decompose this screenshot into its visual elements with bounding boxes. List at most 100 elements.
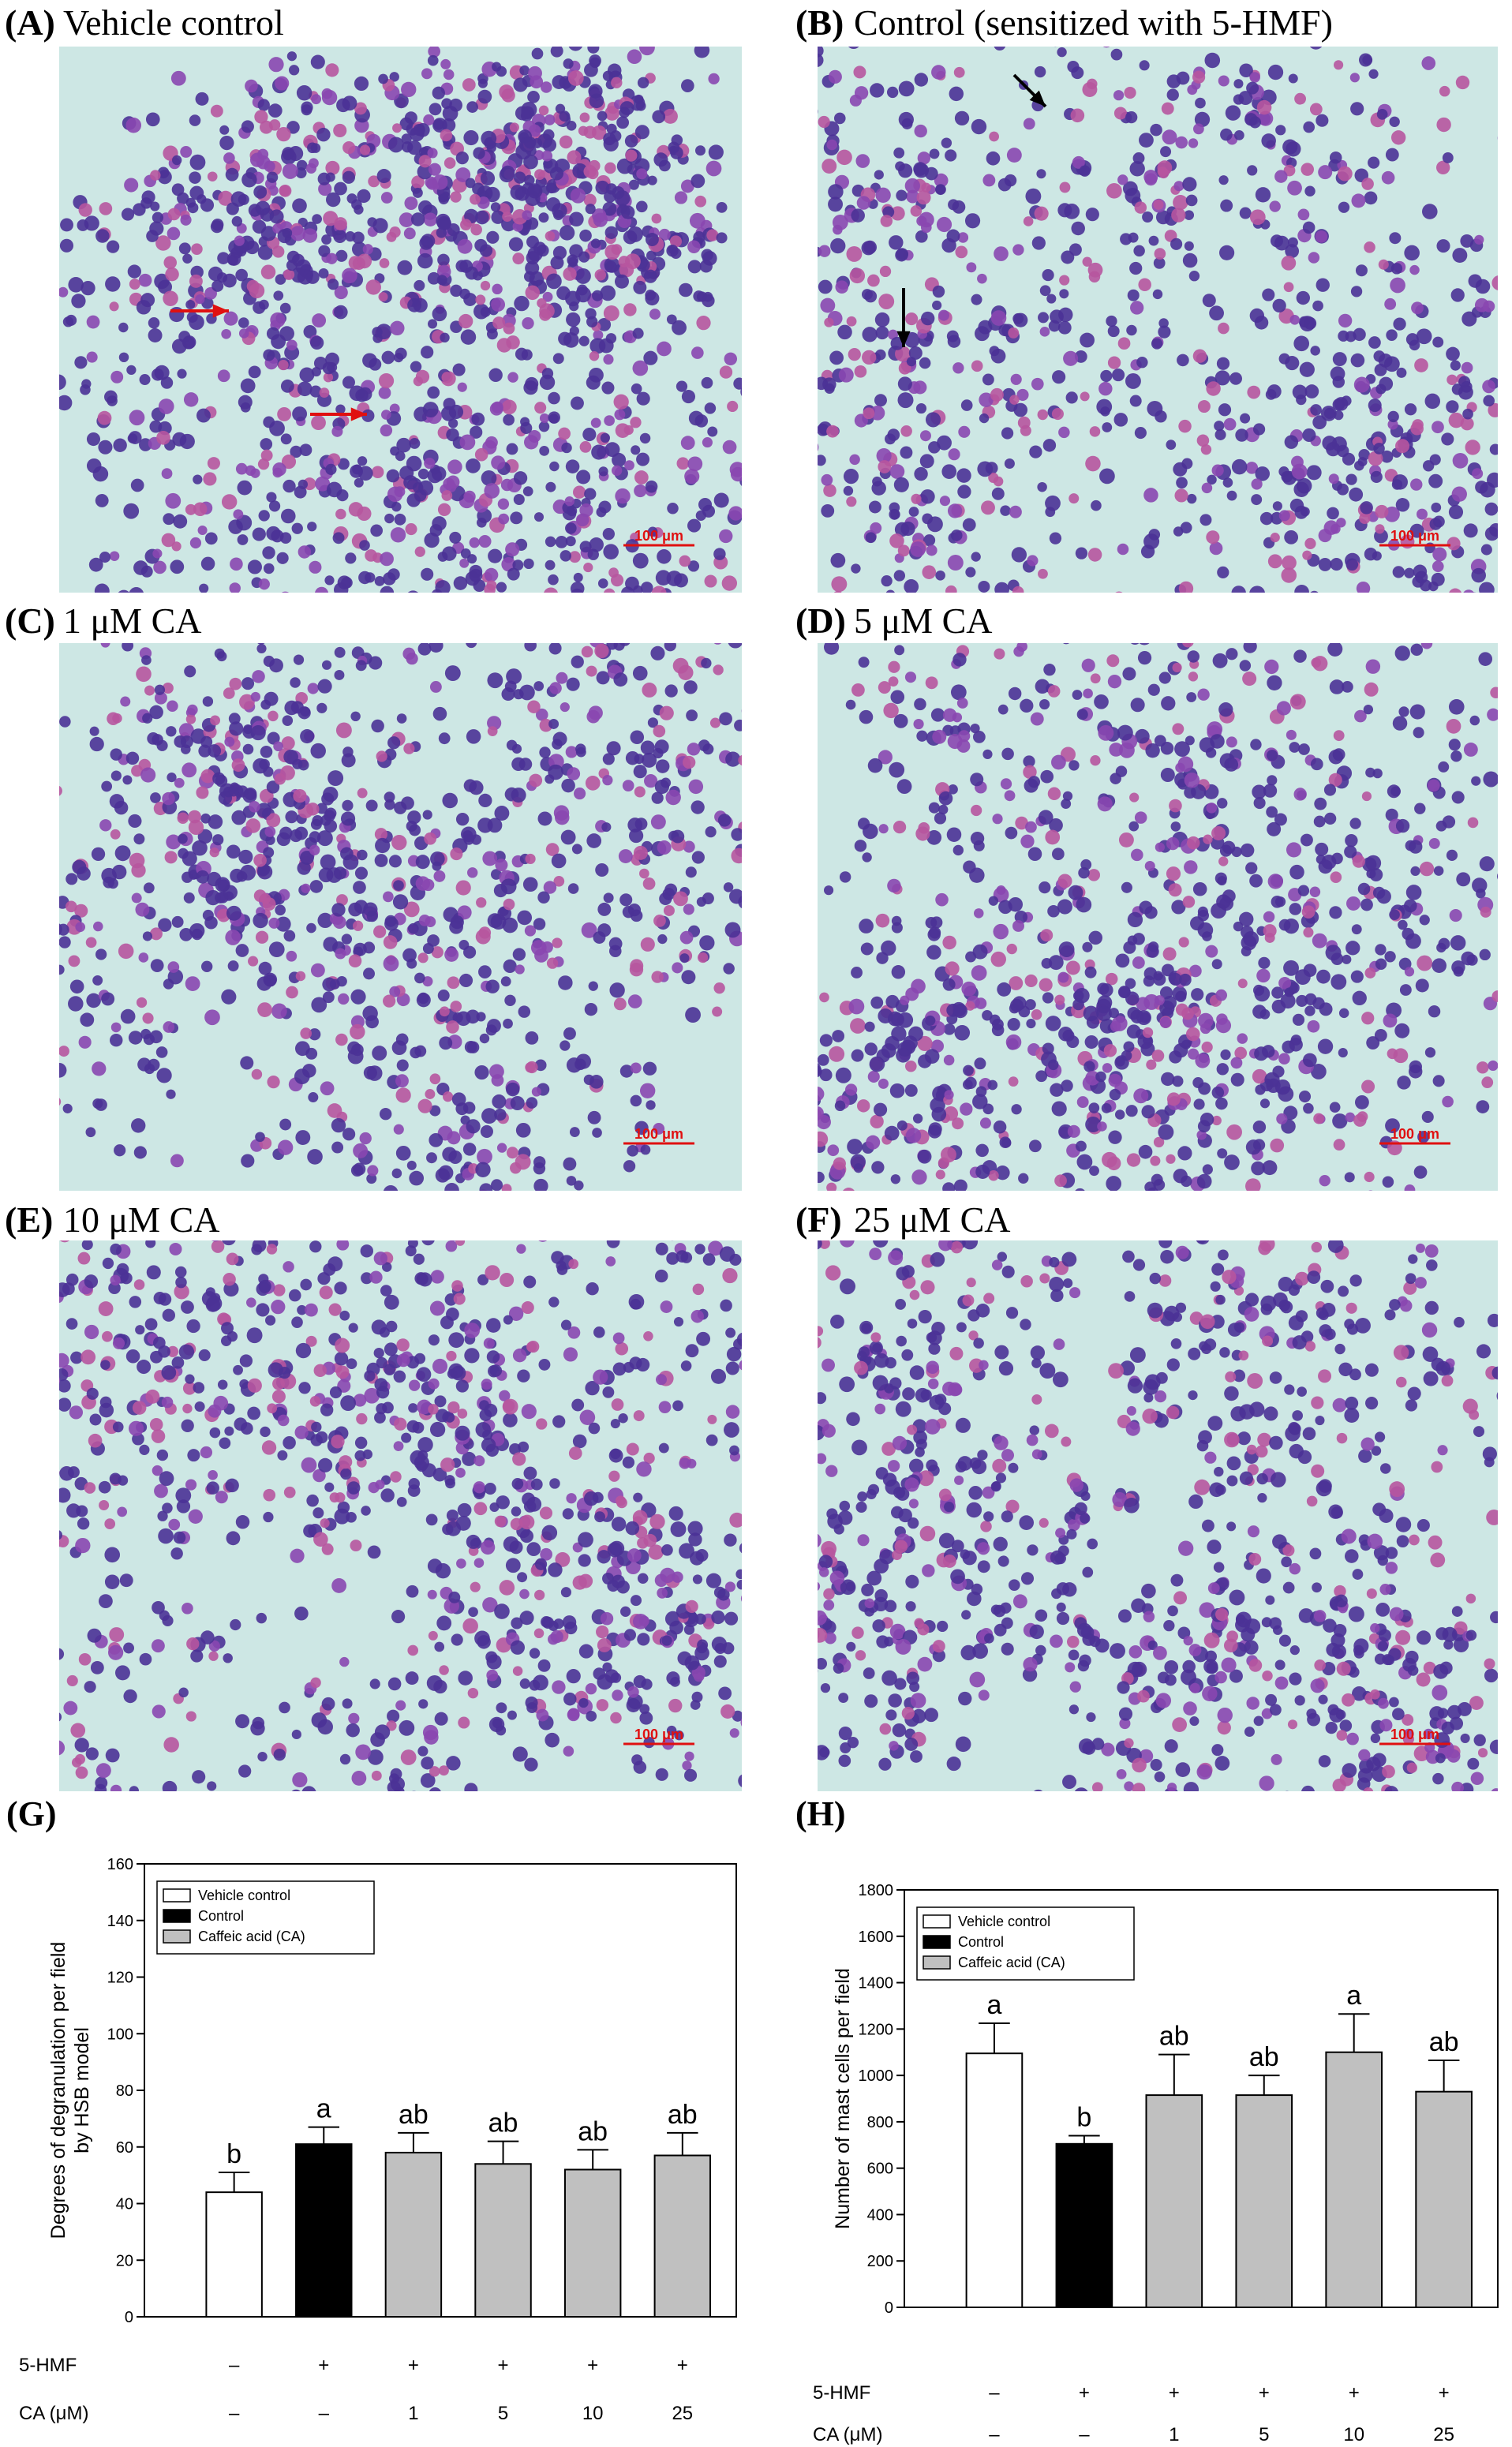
cell — [1086, 1016, 1100, 1029]
cell — [1270, 1138, 1285, 1153]
cell — [982, 373, 994, 386]
cell — [1230, 1057, 1243, 1069]
cell — [396, 437, 411, 453]
cell — [299, 443, 313, 457]
cell — [387, 736, 401, 750]
cell — [818, 115, 830, 129]
cell — [307, 1149, 323, 1165]
cell — [870, 1114, 884, 1128]
cell — [1125, 991, 1140, 1006]
cell — [257, 148, 269, 160]
cell — [1436, 632, 1447, 643]
cell — [1487, 708, 1498, 721]
cell — [659, 705, 674, 720]
cell — [429, 1132, 443, 1147]
cell — [311, 415, 326, 431]
cell — [756, 877, 769, 890]
cell — [1087, 262, 1103, 278]
cell — [952, 712, 963, 723]
cell — [455, 880, 471, 896]
cell — [1249, 586, 1265, 593]
cell — [59, 286, 69, 297]
cell — [1417, 508, 1428, 520]
cell — [1312, 933, 1327, 948]
cell — [872, 476, 882, 487]
cell — [1040, 769, 1054, 784]
cell — [120, 696, 131, 707]
cell — [1039, 326, 1050, 337]
cell — [1143, 170, 1158, 185]
cell — [521, 615, 533, 627]
cell — [608, 567, 619, 578]
cell — [301, 619, 315, 633]
cell — [559, 135, 573, 149]
cell — [541, 941, 553, 953]
cell — [893, 820, 907, 834]
cell — [300, 851, 314, 865]
cell — [421, 234, 436, 249]
cell — [457, 905, 472, 920]
cell — [913, 162, 927, 176]
cell — [927, 516, 943, 533]
cell — [878, 750, 893, 765]
cell — [1452, 452, 1469, 469]
cell — [1058, 426, 1070, 439]
cell — [751, 376, 765, 390]
cell — [378, 372, 395, 389]
cell — [1006, 943, 1017, 955]
cell — [1131, 643, 1140, 645]
cell — [1276, 1113, 1288, 1124]
cell — [295, 1130, 311, 1145]
cell — [456, 607, 467, 618]
cell — [666, 245, 679, 257]
cell — [403, 227, 416, 240]
cell — [604, 442, 620, 458]
cell — [546, 957, 559, 969]
cell — [305, 270, 320, 284]
cell — [171, 915, 184, 928]
cell — [534, 169, 545, 180]
cell — [1286, 729, 1297, 740]
cell — [353, 1143, 369, 1158]
cell — [68, 955, 80, 967]
cell — [1153, 257, 1166, 269]
cell — [713, 492, 729, 508]
cell — [223, 311, 238, 326]
cell — [763, 1126, 773, 1136]
cell — [956, 468, 971, 483]
cell — [995, 1166, 1010, 1180]
cell — [600, 285, 616, 301]
cell — [274, 773, 286, 785]
cell — [507, 372, 518, 383]
cell — [1161, 963, 1174, 977]
cell — [784, 1151, 799, 1166]
cell — [312, 214, 322, 224]
cell — [286, 986, 298, 999]
cell — [458, 973, 473, 988]
cell — [874, 312, 890, 327]
cell — [480, 306, 491, 317]
cell — [198, 1349, 211, 1361]
cell — [417, 1437, 433, 1453]
cell — [1436, 239, 1450, 253]
cell — [0, 1106, 2, 1119]
cell — [59, 785, 62, 796]
cell — [193, 502, 208, 517]
cell — [982, 1103, 994, 1115]
cell — [383, 956, 399, 972]
cell — [1304, 1005, 1316, 1016]
cell — [627, 818, 643, 833]
cell — [1188, 271, 1200, 282]
cell — [1484, 502, 1498, 516]
cell — [479, 592, 488, 601]
cell — [196, 408, 211, 423]
cell — [583, 165, 597, 178]
cell — [485, 1024, 497, 1036]
cell — [427, 468, 443, 484]
cell — [922, 565, 937, 579]
cell — [1206, 381, 1221, 396]
cell — [1016, 388, 1029, 401]
cell — [1193, 123, 1204, 135]
cell — [640, 937, 655, 952]
micrograph-image — [59, 1240, 742, 1791]
